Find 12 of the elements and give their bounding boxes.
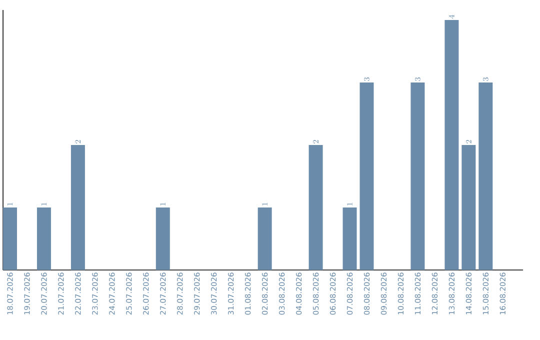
bar — [70, 144, 85, 270]
bar — [360, 82, 374, 270]
bar — [410, 82, 425, 270]
bar — [308, 144, 323, 270]
bar — [342, 208, 357, 270]
bar — [478, 82, 493, 270]
bar — [36, 208, 51, 270]
bar — [3, 208, 17, 270]
bar — [462, 144, 476, 270]
bar — [444, 20, 459, 270]
bar — [258, 208, 272, 270]
bar — [156, 208, 170, 270]
